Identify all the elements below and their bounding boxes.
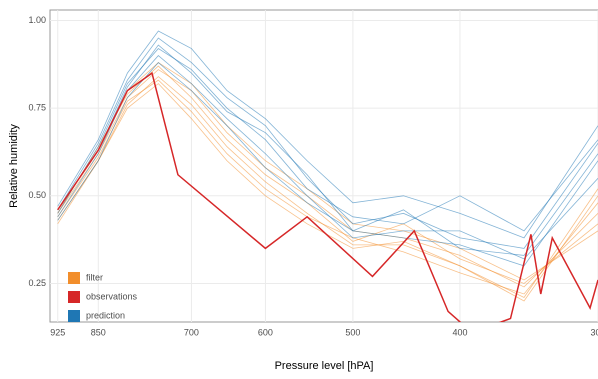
legend-label: prediction bbox=[86, 310, 125, 320]
ensemble-line bbox=[57, 30, 598, 239]
legend-swatch bbox=[68, 272, 80, 284]
legend-label: filter bbox=[86, 272, 103, 282]
x-tick-label: 925 bbox=[50, 327, 65, 337]
plot-panel bbox=[49, 9, 598, 323]
y-tick-label: 0.75 bbox=[28, 103, 46, 113]
y-tick-label: 0.50 bbox=[28, 190, 46, 200]
ensemble-line bbox=[57, 62, 598, 267]
y-axis-label: Relative humidity bbox=[8, 124, 20, 208]
legend-swatch bbox=[68, 310, 80, 322]
y-tick-label: 1.00 bbox=[28, 15, 46, 25]
x-tick-label: 400 bbox=[452, 327, 467, 337]
x-axis-label: Pressure level [hPA] bbox=[275, 360, 374, 372]
legend-label: observations bbox=[86, 291, 138, 301]
ensemble-line bbox=[57, 48, 598, 232]
ensemble-line bbox=[57, 44, 598, 256]
x-tick-label: 700 bbox=[184, 327, 199, 337]
ensemble-line bbox=[57, 37, 598, 249]
x-tick-label: 850 bbox=[91, 327, 106, 337]
y-tick-label: 0.25 bbox=[28, 278, 46, 288]
x-tick-label: 600 bbox=[258, 327, 273, 337]
ensemble-line bbox=[57, 65, 598, 284]
legend-swatch bbox=[68, 291, 80, 303]
x-tick-label: 500 bbox=[345, 327, 360, 337]
ensemble-line bbox=[57, 71, 598, 322]
ensemble-line bbox=[57, 79, 598, 295]
x-tick-label: 300 bbox=[590, 327, 598, 337]
ensemble-line bbox=[57, 83, 598, 298]
